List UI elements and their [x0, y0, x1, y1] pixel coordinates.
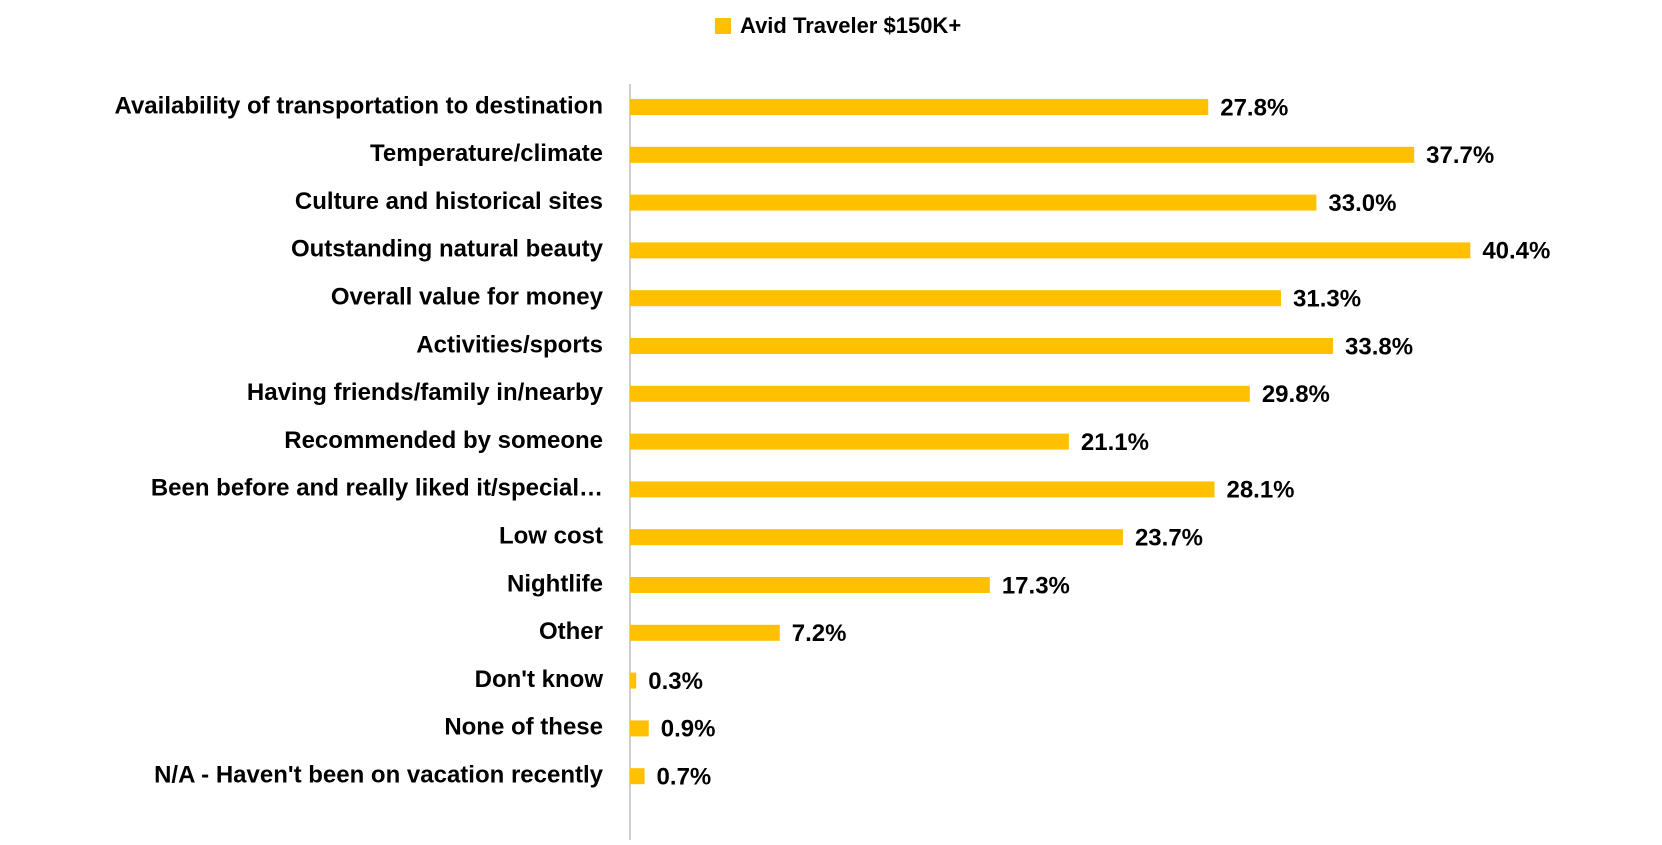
value-label: 0.7% [657, 764, 712, 791]
category-label: Outstanding natural beauty [291, 236, 604, 263]
bar [630, 385, 1250, 402]
value-label: 40.4% [1482, 238, 1550, 265]
legend-label: Avid Traveler $150K+ [740, 13, 961, 38]
value-label: 33.8% [1345, 333, 1413, 360]
category-label: Been before and really liked it/special… [151, 475, 603, 502]
category-label: Overall value for money [331, 284, 604, 311]
bar [630, 529, 1123, 546]
bar [630, 720, 649, 737]
bar [630, 481, 1215, 498]
value-label: 23.7% [1135, 525, 1203, 552]
value-label: 17.3% [1002, 572, 1070, 599]
bar [630, 290, 1282, 307]
category-label: Culture and historical sites [295, 188, 603, 215]
bar [630, 242, 1471, 259]
value-label: 33.0% [1328, 190, 1396, 217]
category-label: Temperature/climate [370, 140, 603, 167]
bar [630, 99, 1209, 115]
bar [630, 338, 1334, 354]
category-label: Other [539, 618, 603, 645]
category-label: Having friends/family in/nearby [247, 379, 604, 406]
category-label: Availability of transportation to destin… [115, 92, 603, 119]
value-label: 27.8% [1220, 94, 1288, 121]
value-label: 31.3% [1293, 286, 1361, 313]
bar [630, 433, 1069, 450]
category-label: Recommended by someone [284, 427, 603, 454]
bar [630, 768, 645, 785]
category-label: Nightlife [507, 570, 603, 597]
value-label: 0.9% [661, 716, 716, 743]
value-label: 37.7% [1426, 142, 1494, 169]
category-label: Low cost [499, 523, 603, 550]
bar [630, 577, 990, 593]
bar [630, 624, 780, 641]
value-label: 0.3% [648, 668, 703, 695]
legend-swatch [715, 18, 731, 34]
category-label: None of these [444, 714, 603, 741]
category-label: Activities/sports [416, 331, 603, 358]
value-label: 29.8% [1262, 381, 1330, 408]
category-label: Don't know [475, 666, 604, 693]
bar [630, 194, 1317, 211]
value-label: 21.1% [1081, 429, 1149, 456]
bar [630, 672, 637, 689]
bar [630, 146, 1415, 163]
category-label: N/A - Haven't been on vacation recently [154, 762, 604, 789]
value-label: 7.2% [792, 620, 847, 647]
value-label: 28.1% [1226, 477, 1294, 504]
